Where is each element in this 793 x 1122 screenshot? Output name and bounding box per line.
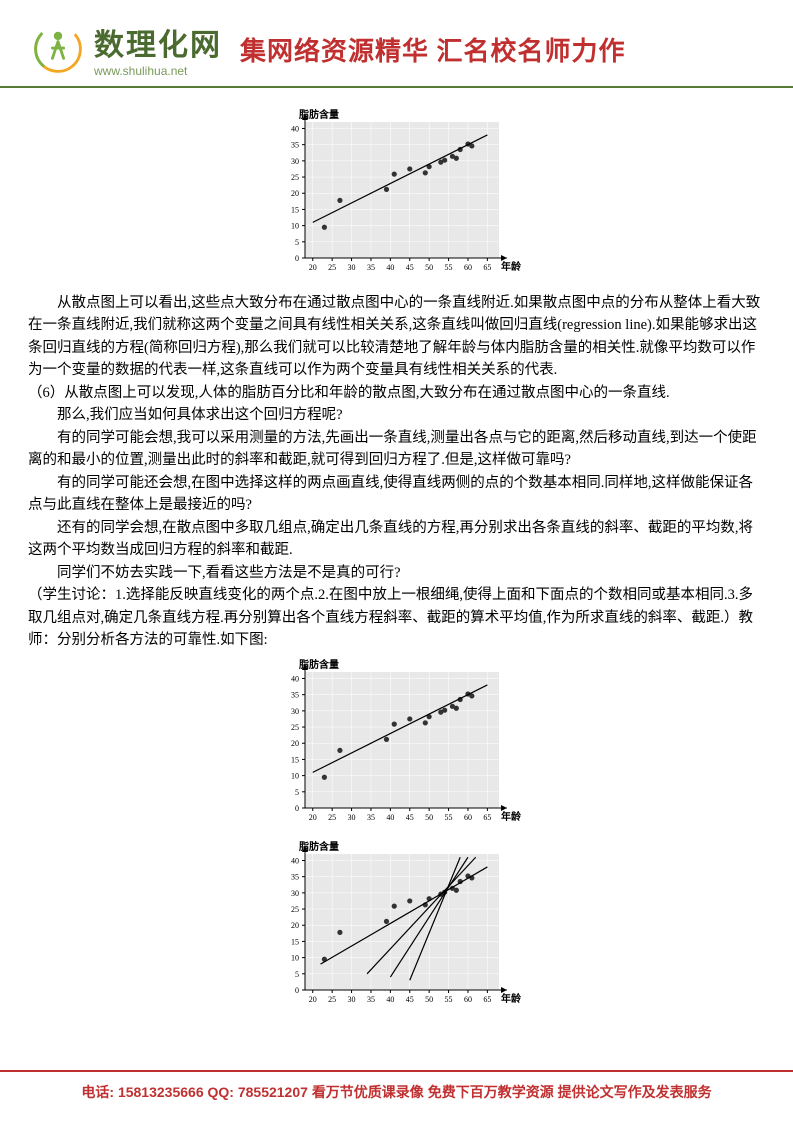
- svg-text:25: 25: [328, 263, 336, 272]
- footer-qq-label: QQ:: [208, 1084, 234, 1100]
- page-footer: 电话: 15813235666 QQ: 785521207 看万节优质课录像 免…: [0, 1070, 793, 1102]
- chart-1-wrap: 20 25 30 35 40 45 50 55 60 65 0 5 10 15 20 25 30 35 40 脂肪含量…: [28, 104, 765, 284]
- footer-phone: 15813235666: [118, 1084, 204, 1100]
- svg-text:40: 40: [291, 124, 299, 133]
- svg-text:35: 35: [291, 872, 299, 881]
- svg-text:60: 60: [463, 995, 471, 1004]
- svg-text:45: 45: [405, 263, 413, 272]
- svg-text:50: 50: [425, 995, 433, 1004]
- scatter-chart-3: 20 25 30 35 40 45 50 55 60 65 0 5 10 15 20 25 30 35 40 脂肪含量…: [267, 836, 527, 1016]
- paragraph-3: 那么,我们应当如何具体求出这个回归方程呢?: [28, 404, 765, 426]
- svg-text:20: 20: [308, 995, 316, 1004]
- svg-text:35: 35: [366, 263, 374, 272]
- paragraph-2: （6）从散点图上可以发现,人体的脂肪百分比和年龄的散点图,大致分布在通过散点图中…: [28, 382, 765, 404]
- svg-text:脂肪含量: 脂肪含量: [298, 108, 339, 121]
- svg-text:5: 5: [295, 787, 299, 796]
- svg-text:0: 0: [295, 986, 299, 995]
- svg-text:60: 60: [463, 263, 471, 272]
- svg-text:40: 40: [386, 263, 394, 272]
- svg-text:45: 45: [405, 995, 413, 1004]
- svg-text:30: 30: [347, 813, 355, 822]
- svg-text:脂肪含量: 脂肪含量: [298, 658, 339, 671]
- svg-text:55: 55: [444, 263, 452, 272]
- svg-text:65: 65: [483, 813, 491, 822]
- svg-text:5: 5: [295, 238, 299, 247]
- svg-text:10: 10: [291, 222, 299, 231]
- svg-text:15: 15: [291, 937, 299, 946]
- svg-text:35: 35: [291, 141, 299, 150]
- svg-text:年龄: 年龄: [501, 260, 522, 273]
- svg-text:10: 10: [291, 771, 299, 780]
- svg-text:40: 40: [386, 813, 394, 822]
- svg-text:年龄: 年龄: [501, 810, 522, 823]
- page-header: 数理化网 www.shulihua.net 集网络资源精华 汇名校名师力作: [0, 0, 793, 88]
- logo-text: 数理化网 www.shulihua.net: [94, 20, 222, 78]
- document-body: 202530354045505560650510152025303540脂肪含量…: [0, 88, 793, 1016]
- footer-qq: 785521207: [238, 1084, 308, 1100]
- logo-block: 数理化网 www.shulihua.net: [30, 20, 222, 78]
- svg-text:0: 0: [295, 804, 299, 813]
- svg-text:50: 50: [425, 813, 433, 822]
- paragraph-7: 同学们不妨去实践一下,看看这些方法是不是真的可行?: [28, 562, 765, 584]
- svg-text:20: 20: [291, 739, 299, 748]
- svg-text:30: 30: [291, 157, 299, 166]
- svg-text:30: 30: [291, 888, 299, 897]
- paragraph-8: （学生讨论：1.选择能反映直线变化的两个点.2.在图中放上一根细绳,使得上面和下…: [28, 584, 765, 651]
- svg-text:20: 20: [291, 921, 299, 930]
- svg-text:5: 5: [295, 969, 299, 978]
- site-logo-icon: [30, 21, 86, 77]
- svg-text:35: 35: [366, 995, 374, 1004]
- paragraph-5: 有的同学可能还会想,在图中选择这样的两点画直线,使得直线两侧的点的个数基本相同.…: [28, 472, 765, 517]
- svg-text:55: 55: [444, 995, 452, 1004]
- svg-text:20: 20: [308, 263, 316, 272]
- site-slogan: 集网络资源精华 汇名校名师力作: [240, 31, 626, 68]
- svg-text:0: 0: [295, 254, 299, 263]
- svg-text:35: 35: [291, 690, 299, 699]
- svg-text:25: 25: [328, 813, 336, 822]
- svg-text:60: 60: [463, 813, 471, 822]
- svg-text:40: 40: [386, 995, 394, 1004]
- svg-text:25: 25: [291, 173, 299, 182]
- svg-text:55: 55: [444, 813, 452, 822]
- svg-text:20: 20: [308, 813, 316, 822]
- chart-2-wrap: 20 25 30 35 40 45 50 55 60 65 0 5 10 15 20 25 30 35 40 脂肪含量…: [28, 654, 765, 834]
- svg-text:15: 15: [291, 205, 299, 214]
- paragraph-4: 有的同学可能会想,我可以采用测量的方法,先画出一条直线,测量出各点与它的距离,然…: [28, 427, 765, 472]
- svg-text:65: 65: [483, 263, 491, 272]
- svg-text:30: 30: [347, 263, 355, 272]
- svg-text:35: 35: [366, 813, 374, 822]
- svg-text:40: 40: [291, 674, 299, 683]
- svg-text:50: 50: [425, 263, 433, 272]
- scatter-chart-1: 20 25 30 35 40 45 50 55 60 65 0 5 10 15 20 25 30 35 40 脂肪含量…: [267, 104, 527, 284]
- svg-text:40: 40: [291, 856, 299, 865]
- svg-text:65: 65: [483, 995, 491, 1004]
- footer-tail: 看万节优质课录像 免费下百万教学资源 提供论文写作及发表服务: [312, 1084, 712, 1100]
- svg-text:45: 45: [405, 813, 413, 822]
- svg-text:25: 25: [291, 723, 299, 732]
- svg-text:25: 25: [291, 905, 299, 914]
- footer-phone-label: 电话:: [81, 1084, 114, 1100]
- svg-text:15: 15: [291, 755, 299, 764]
- svg-text:10: 10: [291, 953, 299, 962]
- svg-text:25: 25: [328, 995, 336, 1004]
- chart-3-wrap: 20 25 30 35 40 45 50 55 60 65 0 5 10 15 20 25 30 35 40 脂肪含量…: [28, 836, 765, 1016]
- svg-text:年龄: 年龄: [501, 992, 522, 1005]
- site-name: 数理化网: [94, 20, 222, 64]
- svg-text:30: 30: [347, 995, 355, 1004]
- paragraph-1: 从散点图上可以看出,这些点大致分布在通过散点图中心的一条直线附近.如果散点图中点…: [28, 292, 765, 382]
- scatter-chart-2: 20 25 30 35 40 45 50 55 60 65 0 5 10 15 20 25 30 35 40 脂肪含量…: [267, 654, 527, 834]
- svg-text:30: 30: [291, 706, 299, 715]
- svg-text:脂肪含量: 脂肪含量: [298, 840, 339, 853]
- paragraph-6: 还有的同学会想,在散点图中多取几组点,确定出几条直线的方程,再分别求出各条直线的…: [28, 517, 765, 562]
- svg-text:20: 20: [291, 189, 299, 198]
- site-url: www.shulihua.net: [94, 64, 222, 78]
